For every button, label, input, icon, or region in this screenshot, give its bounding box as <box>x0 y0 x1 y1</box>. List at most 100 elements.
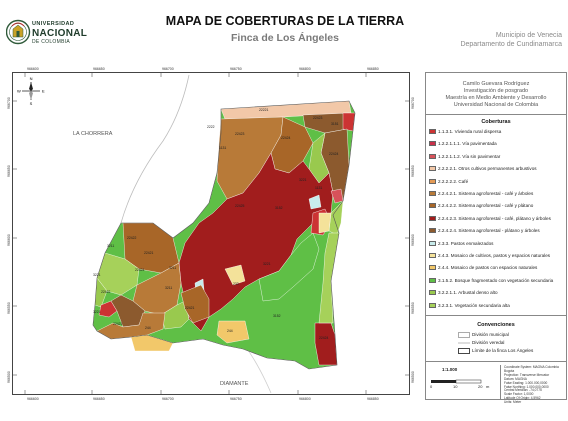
map-grid-ticks <box>13 73 409 394</box>
land-cover-map: N S E W LA CHORRERA DIAMANTE 22221 22423… <box>13 73 409 394</box>
polygon-label: 233 <box>233 282 239 286</box>
map-subtitle: Finca de Los Ángeles <box>231 32 339 44</box>
polygon-label: 22421 <box>144 251 154 255</box>
polygon-label: 3221 <box>299 178 307 182</box>
scale-unit: m <box>486 384 490 389</box>
metadata-line: Central Meridian: -74,0775 <box>504 388 542 393</box>
veredal-line-swatch-icon <box>458 342 470 344</box>
coverage-label: 1.2.2.1.1.1. Vía pavimentada <box>438 141 497 147</box>
coverages-title: Coberturas <box>481 119 511 125</box>
polygon-label: 22421 <box>185 306 195 310</box>
program-name: Maestría en Medio Ambiente y Desarrollo <box>445 95 547 101</box>
left-tick-label: 966500 <box>7 371 11 383</box>
east-label: E <box>42 89 45 94</box>
bottom-tick-label: 966850 <box>367 397 379 401</box>
polygon-label: 3152 <box>273 314 281 318</box>
metadata-line: Scale Factor: 1,0000 <box>504 392 534 397</box>
coverage-label: 2.2.2.2.1. Otros cultivos permanentes ar… <box>438 166 537 172</box>
coverage-label: 2.4.3. Mosaico de cultivos, pastos y esp… <box>438 253 551 258</box>
polygon-label: 22422 <box>127 236 137 240</box>
scale-mid: 10 <box>453 384 458 389</box>
logo-line-2: NACIONAL <box>32 27 88 39</box>
coverage-legend-item: 2.4.3. Mosaico de cultivos, pastos y esp… <box>429 252 565 260</box>
right-tick-label: 966550 <box>411 302 415 314</box>
coverage-legend-item: 2.4.4. Mosaico de pastos con espacios na… <box>429 264 565 272</box>
legend-separator <box>426 315 566 316</box>
logo-line-3: DE COLOMBIA <box>32 38 71 45</box>
convention-label: Límite de la finca Los Ángeles <box>472 348 534 353</box>
coverage-swatch <box>429 253 436 258</box>
research-type: Investigación de posgrado <box>463 88 529 94</box>
metadata-line: False Northing: 1.000.000,0000 <box>504 384 549 389</box>
convention-label: División municipal <box>472 332 509 337</box>
coverage-label: 2.2.2.2.2. Café <box>438 178 469 184</box>
polygon-22421-lower-mid <box>180 284 210 324</box>
coverage-legend-item: 2.2.4.2.4. Sistema agroforestal - plátan… <box>429 227 565 235</box>
top-tick-label: 966650 <box>93 67 105 71</box>
coverage-legend-item: 2.2.2.2.1. Otros cultivos permanentes ar… <box>429 165 565 173</box>
polygon-label: 1131 <box>315 186 322 190</box>
west-label: W <box>17 89 21 94</box>
coverage-swatch <box>429 129 436 134</box>
coverage-label: 3.1.5.2. Bosque fragmentado con vegetaci… <box>438 277 554 283</box>
coverage-swatch <box>429 191 436 196</box>
map-title: MAPA DE COBERTURAS DE LA TIERRA <box>165 14 405 28</box>
scale-ratio: 1:1.000 <box>442 367 458 372</box>
coverage-swatch <box>429 228 436 234</box>
municipality-label: Municipio de Venecia <box>495 32 562 39</box>
bottom-tick-label: 966800 <box>299 397 311 401</box>
polygon-label: 1131 <box>219 146 226 150</box>
top-tick-label: 966750 <box>230 67 242 71</box>
right-tick-label: 966500 <box>411 371 415 383</box>
coverage-label: 2.4.4. Mosaico de pastos con espacios na… <box>438 265 538 271</box>
metadata-line: Projection: Transverse Mercator <box>504 372 550 377</box>
university-wordmark: UNIVERSIDAD NACIONAL DE COLOMBIA <box>32 21 106 45</box>
polygon-233-blue <box>308 194 322 210</box>
metadata-line: Latitude Of Origin: 4,5962 <box>504 396 541 401</box>
scale-end: 20 <box>478 384 483 389</box>
polygon-red-west <box>98 300 118 318</box>
municipal-division-line <box>120 74 190 224</box>
top-tick-label: 966850 <box>367 67 379 71</box>
bottom-tick-label: 966600 <box>27 397 39 401</box>
polygon-label: 3221 <box>93 310 101 314</box>
coverage-legend-item: 2.2.4.2.2. Sistema agroforestal - café y… <box>429 202 565 210</box>
map-frame: N S E W LA CHORRERA DIAMANTE 22221 22423… <box>7 67 415 401</box>
metadata-line: Units: Meter <box>504 400 522 405</box>
polygon-label: 22424 <box>319 336 329 340</box>
polygon-label: 2222 <box>207 125 215 129</box>
bottom-tick-label: 966650 <box>93 397 105 401</box>
scale-metadata-divider <box>500 365 501 399</box>
coverage-label: 3.2.3.1. Vegetación secundaria alta <box>438 302 510 308</box>
projection-metadata: Coordinate System: MAGNA Colombia Bogota… <box>504 365 566 405</box>
polygon-label: 3221 <box>93 273 101 277</box>
coverage-swatch <box>429 141 436 147</box>
coverage-swatch <box>429 277 436 283</box>
polygon-label: 3221 <box>263 262 271 266</box>
left-tick-label: 966700 <box>7 97 11 109</box>
metadata-line: False Easting: 1.000.000,0000 <box>504 380 548 385</box>
bottom-tick-label: 966700 <box>162 397 174 401</box>
coverage-label: 1.1.3.1. Vivienda rural dispersa <box>438 129 502 134</box>
coverage-swatch <box>429 240 436 246</box>
legend-separator <box>426 361 566 362</box>
polygon-label: 22424 <box>135 268 145 272</box>
coverage-legend-item: 3.2.3.1. Vegetación secundaria alta <box>429 302 565 310</box>
polygon-244-lower-mid <box>216 320 250 344</box>
polygon-green-mid-west <box>160 300 190 330</box>
left-tick-label: 966650 <box>7 165 11 177</box>
polygon-label: 3211 <box>165 286 172 290</box>
farm-boundary <box>92 100 356 370</box>
coverage-legend-item: 2.2.4.2.1. Sistema agroforestal - café y… <box>429 190 565 198</box>
polygon-label: 22424 <box>329 152 339 156</box>
coverage-swatch <box>429 153 436 159</box>
legend-separator <box>426 114 566 115</box>
top-tick-label: 966700 <box>162 67 174 71</box>
right-tick-label: 966600 <box>411 234 415 246</box>
polygon-label: 244 <box>227 329 233 333</box>
metadata-line: Datum: MAGNA <box>504 376 527 381</box>
left-tick-label: 966550 <box>7 302 11 314</box>
north-label: N <box>30 76 33 81</box>
logo-line-1: UNIVERSIDAD <box>32 21 75 27</box>
bottom-tick-label: 966750 <box>230 397 242 401</box>
